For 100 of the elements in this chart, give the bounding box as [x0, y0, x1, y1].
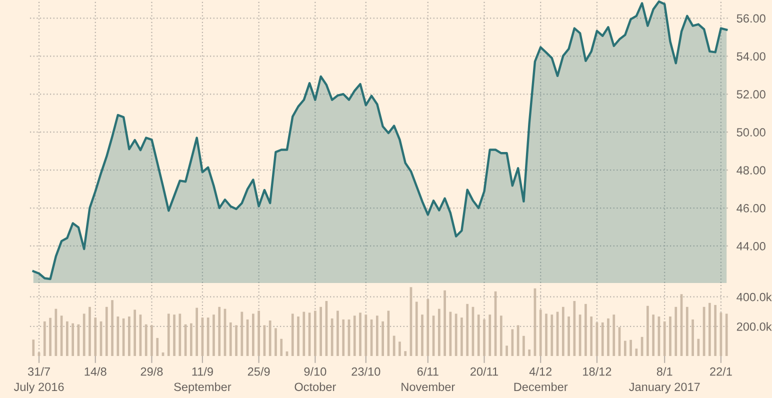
bar [156, 338, 159, 356]
bar [330, 318, 334, 356]
bar [116, 316, 120, 356]
bar [708, 302, 711, 356]
x-tick-label: 14/8 [84, 367, 106, 376]
y-tick-label: 400.0k [736, 292, 772, 302]
bar [488, 314, 492, 356]
bar [336, 310, 339, 356]
y-tick-label: 48.00 [736, 166, 766, 174]
bar [258, 310, 260, 356]
bar [218, 306, 221, 356]
bar [280, 338, 283, 356]
x-tick-label: 20/11 [470, 367, 498, 376]
bar [573, 300, 576, 356]
bar [32, 340, 35, 356]
x-tick-label: 4/12 December [514, 367, 568, 392]
bar [94, 318, 97, 356]
bar [314, 310, 316, 356]
bar [601, 322, 604, 356]
x-tick-label: 18/12 [583, 367, 612, 376]
bar [630, 340, 632, 356]
bar [297, 316, 300, 356]
x-tick-label: 31/7 July 2016 [14, 367, 64, 394]
bar [506, 346, 508, 356]
bar [686, 306, 688, 356]
bar [342, 319, 345, 356]
bar [150, 325, 153, 356]
bar [624, 340, 626, 356]
bar [235, 325, 238, 356]
bar [43, 321, 46, 356]
bar [320, 306, 322, 356]
bar [392, 336, 396, 356]
bar [669, 316, 672, 356]
x-tick-label: 8/1 January 2017 [629, 367, 700, 394]
bar [105, 306, 108, 356]
bar [522, 336, 525, 356]
bar [539, 310, 542, 356]
bar [454, 314, 458, 356]
bar [173, 314, 176, 356]
bar [196, 308, 198, 356]
bar [421, 314, 424, 356]
bar [426, 299, 430, 356]
y-tick-label: 54.00 [736, 52, 766, 61]
x-tick-label: 25/9 [248, 367, 270, 376]
bar [240, 312, 244, 356]
bar [274, 328, 277, 356]
x-tick-label: 23/10 [352, 367, 380, 376]
bar [483, 319, 486, 356]
bar [229, 322, 232, 356]
bar [66, 321, 68, 356]
bar [584, 304, 587, 356]
bar [291, 314, 294, 356]
y-tick-label: 52.00 [736, 90, 766, 99]
bar [697, 338, 700, 356]
y-tick-label: 44.00 [736, 242, 766, 250]
bar [646, 306, 649, 356]
bar [607, 318, 610, 356]
bar [128, 316, 130, 356]
bar [82, 314, 86, 356]
bar [714, 304, 717, 356]
bar [302, 312, 306, 356]
bar [590, 316, 593, 356]
bar [144, 324, 148, 356]
x-tick-label: 11/9 September [174, 367, 232, 394]
bar [550, 314, 554, 356]
y-tick-label: 50.00 [736, 128, 766, 136]
bar [88, 306, 91, 356]
bar [364, 314, 368, 356]
bar [562, 306, 564, 356]
x-tick-label: 29/8 [140, 367, 163, 376]
bar [134, 310, 136, 356]
bar [674, 306, 678, 356]
bar [500, 316, 502, 356]
y-tick-label: 46.00 [736, 204, 766, 212]
bar [54, 308, 58, 356]
bar [545, 314, 548, 356]
bar [268, 320, 272, 356]
bar [635, 348, 638, 356]
bar [415, 302, 418, 356]
bar [528, 349, 531, 356]
x-tick-label: 9/10 October [294, 367, 336, 392]
bar [725, 314, 728, 356]
bar [692, 319, 694, 356]
bar [178, 314, 182, 356]
bar [212, 314, 215, 356]
bar [466, 304, 469, 356]
bar [111, 300, 114, 356]
bar [444, 290, 446, 356]
bar [477, 314, 480, 356]
bar [460, 318, 463, 356]
bar [382, 321, 384, 356]
bar [72, 323, 74, 356]
bar [190, 323, 192, 356]
y-tick-label: 56.00 [736, 14, 766, 23]
bar [206, 318, 210, 356]
bar [398, 342, 401, 356]
bar [167, 314, 170, 356]
x-tick-label: 6/11 November [402, 367, 455, 392]
y-tick-label: 200.0k [736, 322, 772, 331]
bar [353, 316, 356, 356]
